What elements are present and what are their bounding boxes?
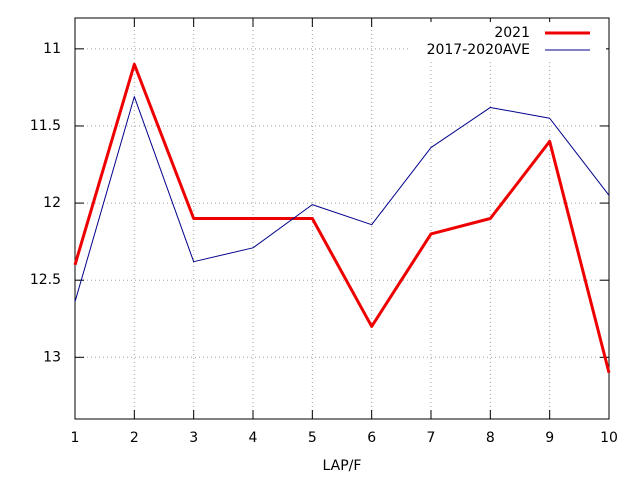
x-tick-label: 2 [130, 430, 139, 446]
x-tick-label: 5 [308, 430, 317, 446]
y-tick-label: 12.5 [30, 272, 61, 288]
x-tick-label: 7 [427, 430, 436, 446]
legend-label: 2017-2020AVE [427, 42, 530, 58]
series-line [74, 96, 610, 302]
x-tick-label: 10 [600, 430, 618, 446]
y-tick-label: 12 [43, 195, 61, 211]
y-tick-label: 13 [43, 349, 61, 365]
plot-frame [74, 17, 610, 420]
x-tick-label: 9 [545, 430, 554, 446]
legend-label: 2021 [494, 25, 530, 41]
y-tick-label: 11 [43, 41, 61, 57]
x-axis-label: LAP/F [323, 458, 362, 474]
series-line [73, 62, 611, 374]
x-tick-label: 1 [71, 430, 80, 446]
legend-box [410, 22, 606, 60]
x-tick-label: 6 [367, 430, 376, 446]
x-tick-label: 8 [486, 430, 495, 446]
x-tick-label: 3 [189, 430, 198, 446]
x-tick-label: 4 [249, 430, 258, 446]
y-tick-label: 11.5 [30, 118, 61, 134]
